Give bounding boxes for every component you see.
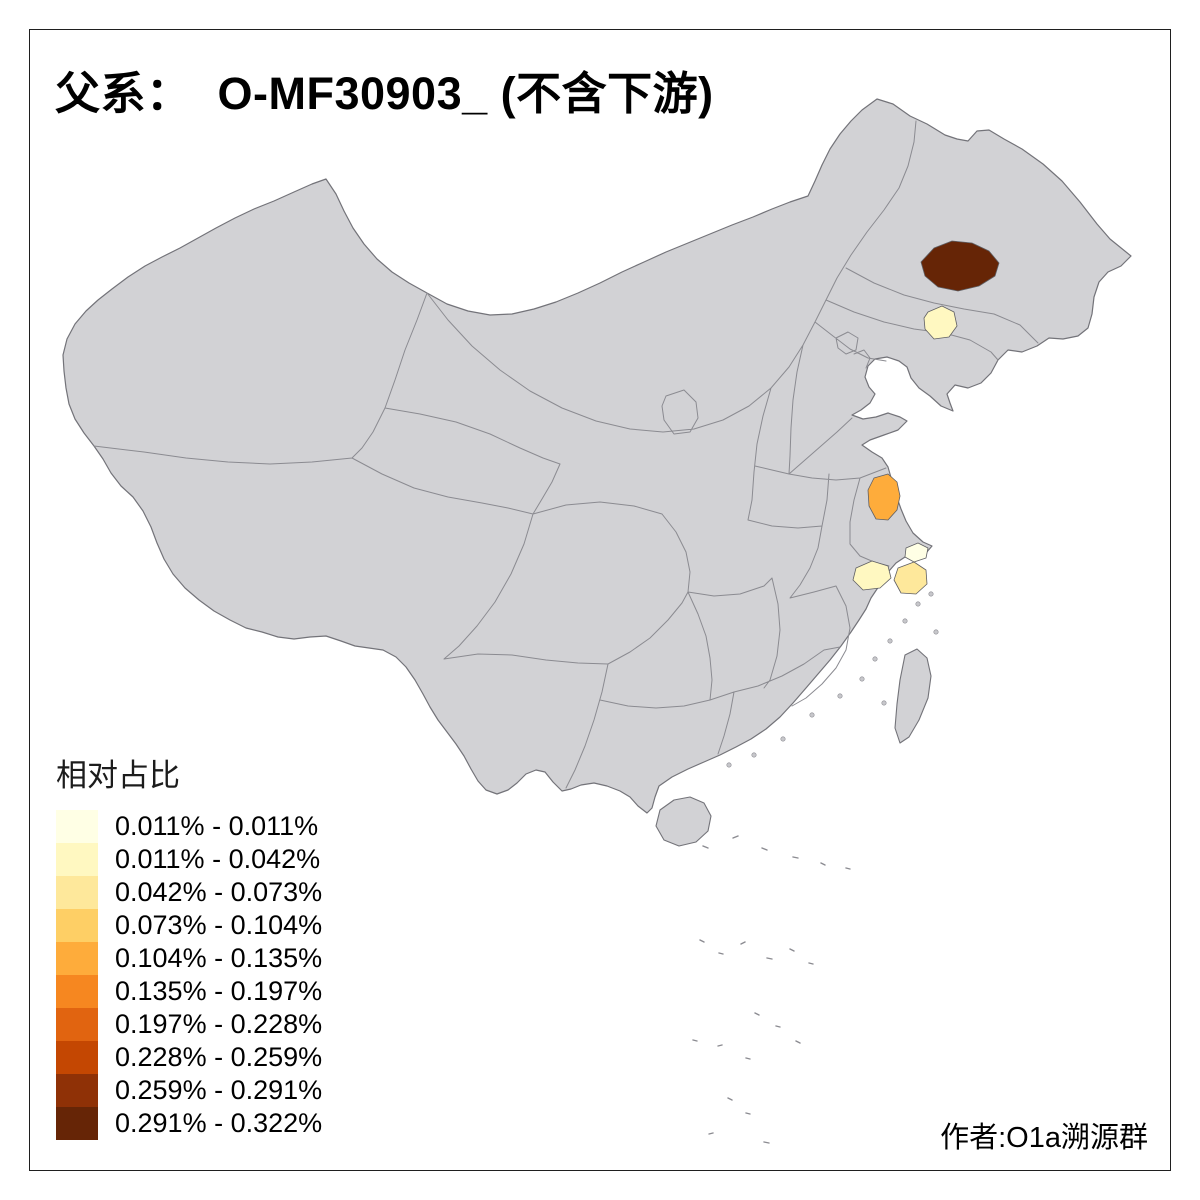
legend-label: 0.197% - 0.228% <box>115 1009 323 1039</box>
region-zhejiang-ningbo <box>893 561 928 595</box>
legend-swatch <box>56 909 98 942</box>
legend-swatch <box>56 1041 98 1074</box>
legend: 相对占比 0.011% - 0.011% 0.011% - 0.042% 0.042… <box>56 750 322 1140</box>
region-zhejiang-north <box>852 560 892 591</box>
region-jiangsu-central <box>867 473 901 521</box>
legend-item: 0.104% - 0.135% <box>56 942 322 975</box>
legend-label: 0.228% - 0.259% <box>115 1042 323 1072</box>
legend-item: 0.011% - 0.042% <box>56 843 322 876</box>
province-borders <box>93 120 1039 789</box>
plot-frame <box>29 29 1171 1171</box>
legend-label: 0.291% - 0.322% <box>115 1108 323 1138</box>
legend-item: 0.291% - 0.322% <box>56 1107 322 1140</box>
legend-label: 0.073% - 0.104% <box>115 910 323 940</box>
legend-item: 0.259% - 0.291% <box>56 1074 322 1107</box>
south-china-sea-islands <box>692 835 851 1144</box>
legend-swatch <box>56 810 98 843</box>
legend-label: 0.104% - 0.135% <box>115 943 323 973</box>
region-shanghai-adjacent <box>904 542 929 563</box>
legend-swatch <box>56 942 98 975</box>
legend-label: 0.011% - 0.042% <box>115 844 321 874</box>
region-liaoning-north <box>923 305 958 340</box>
legend-swatch <box>56 1107 98 1140</box>
author-credit: 作者:O1a溯源群 <box>940 1122 1148 1154</box>
taiwan-island <box>894 648 932 744</box>
legend-swatch <box>56 1008 98 1041</box>
legend-item: 0.011% - 0.011% <box>56 810 322 843</box>
legend-label: 0.011% - 0.011% <box>115 811 319 841</box>
legend-label: 0.259% - 0.291% <box>115 1075 323 1105</box>
mainland-china <box>62 98 1132 814</box>
coastal-islands <box>726 591 939 768</box>
legend-swatch <box>56 975 98 1008</box>
highlighted-regions <box>852 240 1000 595</box>
legend-item: 0.073% - 0.104% <box>56 909 322 942</box>
region-heilongjiang-harbin <box>920 240 1000 292</box>
legend-label: 0.042% - 0.073% <box>115 877 323 907</box>
legend-item: 0.197% - 0.228% <box>56 1008 322 1041</box>
map-title: 父系： O-MF30903_ (不含下游) <box>55 68 714 119</box>
legend-item: 0.042% - 0.073% <box>56 876 322 909</box>
legend-swatch <box>56 1074 98 1107</box>
legend-item: 0.228% - 0.259% <box>56 1041 322 1074</box>
hainan-island <box>655 796 712 847</box>
legend-title: 相对占比 <box>56 758 180 793</box>
legend-swatch <box>56 876 98 909</box>
legend-label: 0.135% - 0.197% <box>115 976 323 1006</box>
legend-items: 0.011% - 0.011% 0.011% - 0.042% 0.042% - 0… <box>56 810 322 1140</box>
legend-swatch <box>56 843 98 876</box>
legend-item: 0.135% - 0.197% <box>56 975 322 1008</box>
